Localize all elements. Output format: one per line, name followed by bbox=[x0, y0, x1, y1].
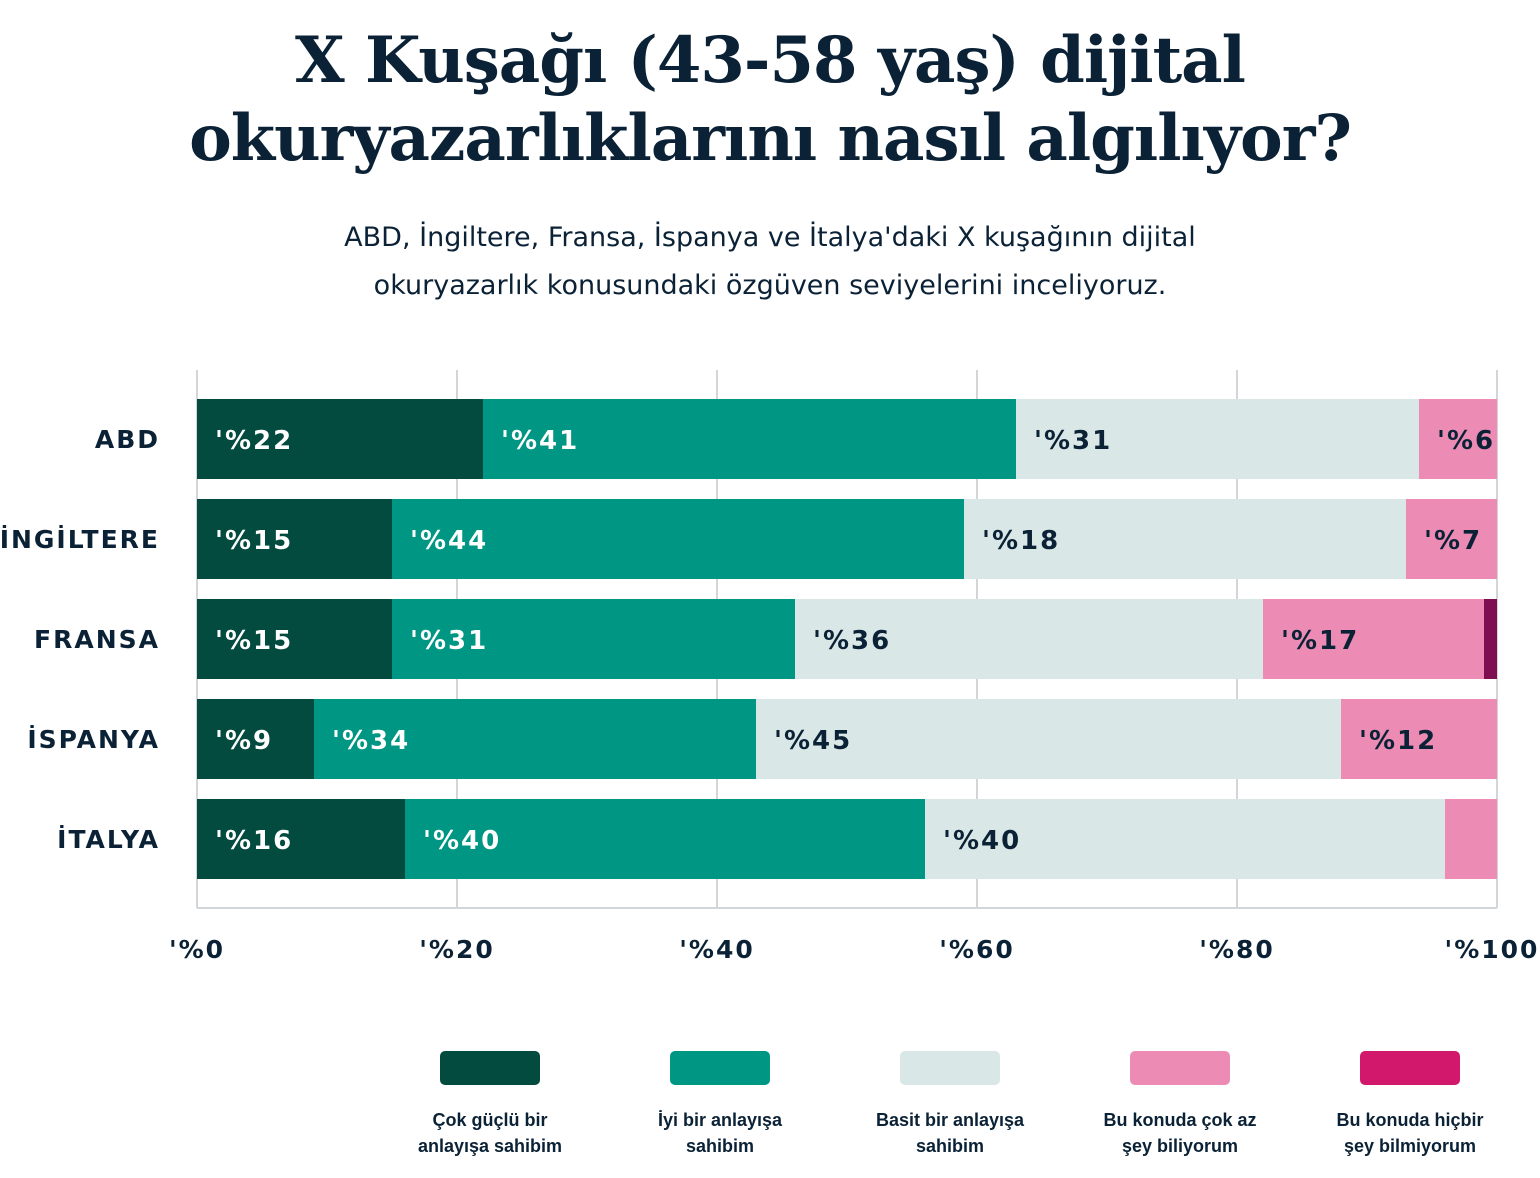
legend-label: Basit bir anlayışa sahibim bbox=[835, 1107, 1065, 1159]
data-label: '%36 bbox=[813, 626, 891, 656]
bar-segment bbox=[392, 599, 795, 679]
data-label: '%7 bbox=[1424, 526, 1482, 556]
category-label: İSPANYA bbox=[27, 724, 160, 754]
legend-item: İyi bir anlayışa sahibim bbox=[605, 1051, 835, 1159]
data-label: '%18 bbox=[982, 526, 1060, 556]
data-label: '%12 bbox=[1359, 726, 1437, 756]
bar-segment bbox=[1445, 799, 1497, 879]
chart-subtitle: ABD, İngiltere, Fransa, İspanya ve İtaly… bbox=[270, 214, 1270, 310]
legend-item: Çok güçlü bir anlayışa sahibim bbox=[375, 1051, 605, 1159]
bar-segment bbox=[1341, 699, 1497, 779]
x-tick-label: '%20 bbox=[419, 935, 495, 964]
bar-segment bbox=[1406, 499, 1497, 579]
data-label: '%15 bbox=[215, 526, 293, 556]
legend-label-line: şey biliyorum bbox=[1121, 1136, 1239, 1156]
chart-title: X Kuşağı (43-58 yaş) dijital okuryazarlı… bbox=[0, 22, 1540, 178]
bar-segment bbox=[197, 699, 314, 779]
legend-label: Çok güçlü bir anlayışa sahibim bbox=[375, 1107, 605, 1159]
legend-label-line: sahibim bbox=[915, 1136, 985, 1156]
bar-segment bbox=[795, 599, 1263, 679]
legend-label: Bu konuda çok az şey biliyorum bbox=[1065, 1107, 1295, 1159]
bar-segment bbox=[197, 599, 392, 679]
bar-segment bbox=[925, 799, 1445, 879]
data-label: '%41 bbox=[501, 426, 579, 456]
bar-segment bbox=[756, 699, 1341, 779]
bar-segment bbox=[1484, 599, 1497, 679]
bar-segment bbox=[964, 499, 1406, 579]
x-tick-label: '%60 bbox=[939, 935, 1015, 964]
legend-label-line: şey bilmiyorum bbox=[1343, 1136, 1477, 1156]
x-tick-label: '%80 bbox=[1199, 935, 1275, 964]
data-label: '%31 bbox=[410, 626, 488, 656]
legend-item: Bu konuda hiçbir şey bilmiyorum bbox=[1295, 1051, 1525, 1159]
legend-swatch bbox=[670, 1051, 770, 1085]
bar-segment bbox=[483, 399, 1016, 479]
data-label: '%45 bbox=[774, 726, 852, 756]
data-label: '%40 bbox=[943, 826, 1021, 856]
category-label: ABD bbox=[95, 425, 160, 454]
bar-segment bbox=[1419, 399, 1497, 479]
legend-label-line: sahibim bbox=[685, 1136, 755, 1156]
data-label: '%17 bbox=[1281, 626, 1359, 656]
legend-swatch bbox=[1360, 1051, 1460, 1085]
data-label: '%6 bbox=[1437, 426, 1495, 456]
legend-label: Bu konuda hiçbir şey bilmiyorum bbox=[1295, 1107, 1525, 1159]
legend-label-line: Bu konuda hiçbir bbox=[1336, 1110, 1484, 1130]
legend-item: Bu konuda çok az şey biliyorum bbox=[1065, 1051, 1295, 1159]
legend-label-line: Bu konuda çok az bbox=[1103, 1110, 1257, 1130]
bar-segment bbox=[197, 499, 392, 579]
bar-segment bbox=[392, 499, 964, 579]
bar-segment bbox=[197, 399, 483, 479]
legend-label-line: anlayışa sahibim bbox=[417, 1136, 563, 1156]
bar-segment bbox=[1263, 599, 1484, 679]
bar-segment bbox=[1016, 399, 1419, 479]
legend-label-line: İyi bir anlayışa bbox=[657, 1110, 783, 1130]
category-label: İNGİLTERE bbox=[0, 524, 160, 554]
data-label: '%44 bbox=[410, 526, 488, 556]
x-tick-label: '%0 bbox=[169, 935, 225, 964]
legend-swatch bbox=[900, 1051, 1000, 1085]
x-tick-label: '%100 bbox=[1445, 935, 1540, 964]
data-label: '%34 bbox=[332, 726, 410, 756]
category-label: İTALYA bbox=[57, 824, 160, 854]
data-label: '%22 bbox=[215, 426, 293, 456]
legend-item: Basit bir anlayışa sahibim bbox=[835, 1051, 1065, 1159]
legend-label: İyi bir anlayışa sahibim bbox=[605, 1107, 835, 1159]
data-label: '%40 bbox=[423, 826, 501, 856]
title-line-1: X Kuşağı (43-58 yaş) dijital bbox=[295, 23, 1246, 98]
legend-swatch bbox=[1130, 1051, 1230, 1085]
subtitle-line-1: ABD, İngiltere, Fransa, İspanya ve İtaly… bbox=[344, 222, 1196, 253]
bar-segment bbox=[314, 699, 756, 779]
subtitle-line-2: okuryazarlık konusundaki özgüven seviyel… bbox=[373, 270, 1167, 301]
data-label: '%9 bbox=[215, 726, 273, 756]
bar-segment bbox=[197, 799, 405, 879]
data-label: '%31 bbox=[1034, 426, 1112, 456]
data-label: '%16 bbox=[215, 826, 293, 856]
title-line-2: okuryazarlıklarını nasıl algılıyor? bbox=[189, 101, 1352, 176]
legend-label-line: Çok güçlü bir bbox=[432, 1110, 548, 1130]
legend-label-line: Basit bir anlayışa bbox=[875, 1110, 1025, 1130]
legend-swatch bbox=[440, 1051, 540, 1085]
category-label: FRANSA bbox=[34, 625, 160, 654]
x-tick-label: '%40 bbox=[679, 935, 755, 964]
stacked-bar-chart: '%0 '%20 '%40 '%60 '%80 '%100 ABD '%22 '%41 '%31 '… bbox=[0, 370, 1540, 964]
data-label: '%15 bbox=[215, 626, 293, 656]
bar-segment bbox=[405, 799, 925, 879]
